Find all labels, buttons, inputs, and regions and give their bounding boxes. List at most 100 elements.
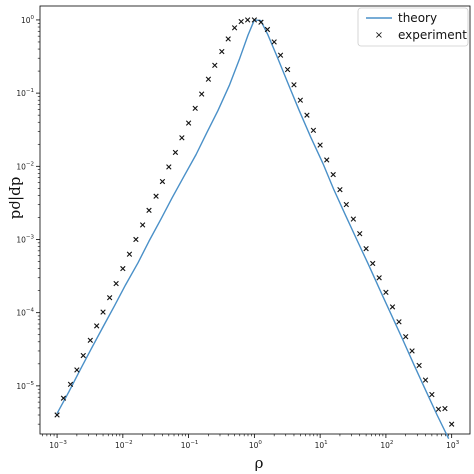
experiment-point bbox=[139, 222, 146, 228]
legend: theory × experiment bbox=[357, 7, 469, 47]
experiment-point bbox=[93, 323, 100, 329]
experiment-point-stroke bbox=[100, 309, 106, 315]
experiment-point-stroke bbox=[205, 76, 212, 82]
experiment-point bbox=[396, 319, 402, 325]
experiment-point-stroke bbox=[271, 39, 277, 45]
experiment-point bbox=[409, 348, 415, 354]
experiment-point-stroke bbox=[238, 18, 244, 25]
experiment-point-stroke bbox=[324, 157, 330, 163]
experiment-point-stroke bbox=[389, 304, 396, 310]
experiment-point bbox=[376, 275, 382, 281]
experiment-point-stroke bbox=[363, 245, 369, 252]
experiment-point bbox=[172, 149, 179, 156]
experiment-point bbox=[198, 91, 205, 97]
legend-experiment-label: experiment bbox=[398, 28, 467, 42]
experiment-point bbox=[159, 178, 166, 185]
experiment-point-stroke bbox=[185, 120, 192, 126]
x-tick-label: 103 bbox=[446, 440, 460, 450]
experiment-point-stroke bbox=[258, 19, 264, 25]
experiment-point-stroke bbox=[113, 280, 119, 287]
experiment-point-stroke bbox=[159, 178, 166, 185]
experiment-point bbox=[317, 142, 323, 148]
experiment-point bbox=[370, 260, 376, 267]
plot-area bbox=[39, 5, 471, 435]
experiment-point-stroke bbox=[166, 164, 172, 170]
experiment-point bbox=[442, 405, 448, 412]
experiment-point-stroke bbox=[376, 275, 382, 281]
experiment-point-stroke bbox=[330, 171, 336, 178]
experiment-point bbox=[357, 231, 363, 237]
experiment-point-stroke bbox=[435, 406, 442, 412]
experiment-point-stroke bbox=[284, 66, 291, 73]
y-tick-label: 10−4 bbox=[16, 308, 34, 318]
experiment-point bbox=[297, 97, 304, 103]
experiment-point-stroke bbox=[304, 112, 310, 118]
experiment-point bbox=[264, 26, 271, 33]
experiment-point bbox=[403, 333, 409, 340]
experiment-point-stroke bbox=[126, 251, 133, 257]
experiment-point-stroke bbox=[179, 135, 185, 141]
experiment-point-stroke bbox=[396, 319, 402, 325]
experiment-point-stroke bbox=[409, 348, 415, 354]
experiment-point-stroke bbox=[60, 395, 67, 401]
experiment-point bbox=[67, 381, 74, 388]
experiment-point-stroke bbox=[198, 91, 205, 97]
experiment-point bbox=[192, 105, 198, 112]
experiment-point bbox=[271, 39, 277, 45]
experiment-point-stroke bbox=[448, 421, 455, 427]
experiment-point bbox=[219, 48, 225, 55]
experiment-point bbox=[231, 25, 238, 31]
experiment-point-stroke bbox=[212, 62, 218, 68]
experiment-point bbox=[350, 216, 357, 222]
experiment-point bbox=[185, 120, 192, 126]
experiment-point bbox=[251, 17, 258, 23]
experiment-point-stroke bbox=[80, 352, 86, 359]
experiment-point-stroke bbox=[291, 82, 297, 88]
experiment-point-stroke bbox=[370, 260, 376, 267]
experiment-point bbox=[324, 157, 330, 163]
experiment-point bbox=[304, 112, 310, 118]
theory-line bbox=[56, 19, 450, 439]
experiment-point-stroke bbox=[383, 289, 389, 295]
legend-theory-label: theory bbox=[398, 11, 437, 25]
experiment-point bbox=[258, 19, 264, 25]
experiment-point-stroke bbox=[416, 362, 422, 369]
experiment-point-stroke bbox=[172, 149, 179, 156]
experiment-point bbox=[113, 280, 119, 287]
experiment-point-stroke bbox=[146, 207, 152, 214]
experiment-point-stroke bbox=[120, 265, 126, 272]
y-tick-label: 10−2 bbox=[16, 161, 34, 171]
x-tick-label: 10−3 bbox=[49, 440, 67, 450]
experiment-point bbox=[205, 76, 212, 82]
experiment-point bbox=[120, 265, 126, 272]
legend-experiment-marker: × bbox=[375, 30, 383, 41]
experiment-point bbox=[448, 421, 455, 427]
experiment-point-stroke bbox=[337, 186, 343, 193]
experiment-point-stroke bbox=[93, 323, 100, 329]
experiment-point bbox=[389, 304, 396, 310]
experiment-point-stroke bbox=[310, 127, 317, 134]
experiment-point bbox=[383, 289, 389, 295]
experiment-point bbox=[54, 412, 60, 418]
experiment-point-stroke bbox=[403, 333, 409, 340]
experiment-point bbox=[126, 251, 133, 257]
experiment-point bbox=[337, 186, 343, 193]
experiment-point bbox=[429, 391, 435, 398]
experiment-point bbox=[60, 395, 67, 401]
experiment-point bbox=[166, 164, 172, 170]
experiment-point-stroke bbox=[277, 52, 284, 58]
experiment-point bbox=[277, 52, 284, 58]
experiment-point bbox=[179, 135, 185, 141]
experiment-point-stroke bbox=[133, 236, 139, 243]
experiment-point bbox=[244, 17, 251, 23]
experiment-point-stroke bbox=[350, 216, 357, 222]
experiment-point-stroke bbox=[429, 391, 435, 398]
experiment-point bbox=[343, 201, 349, 208]
experiment-point-stroke bbox=[153, 193, 159, 199]
experiment-point bbox=[153, 193, 159, 199]
experiment-point-stroke bbox=[74, 367, 80, 373]
experiment-point bbox=[212, 62, 218, 68]
experiment-point bbox=[291, 82, 297, 88]
experiment-point-stroke bbox=[244, 17, 251, 23]
